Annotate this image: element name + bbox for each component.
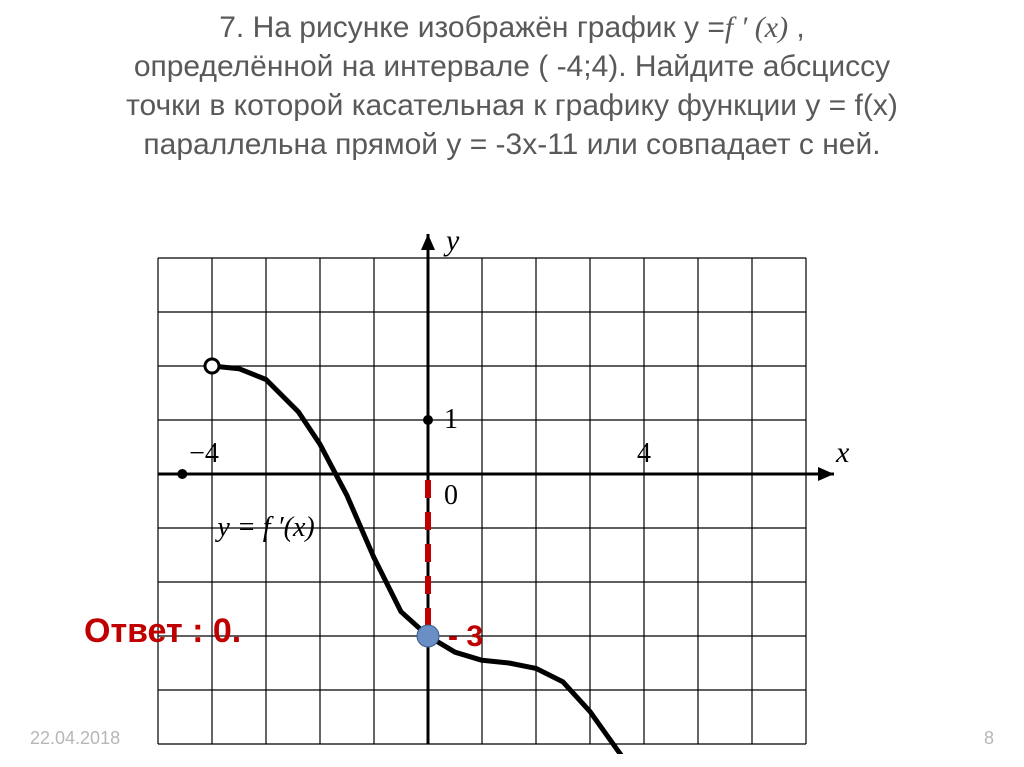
title-line3: точки в которой касательная к графику фу… [126,89,898,122]
svg-text:−4: −4 [189,438,219,469]
svg-text:1: 1 [444,404,458,435]
derivative-chart: y x −4 4 1 0 y = f ′(x) - 3 [148,218,876,754]
title-line1-post: , [788,11,805,44]
svg-text:y = f ′(x): y = f ′(x) [214,512,314,543]
svg-text:- 3: - 3 [448,620,483,653]
svg-text:y: y [443,224,460,257]
svg-text:0: 0 [444,480,458,511]
footer-date: 22.04.2018 [30,728,120,749]
svg-text:x: x [835,436,850,469]
title-line4: параллельна прямой y = -3x-11 или совпад… [143,128,880,161]
title-fprime: f ′ (x) [725,11,788,44]
footer-slide-number: 8 [984,728,994,749]
answer-text: Ответ : 0. [84,612,241,651]
chart-container: y x −4 4 1 0 y = f ′(x) - 3 [148,218,876,759]
title-line2: определённой на интервале ( -4;4). Найди… [134,50,890,83]
problem-title: 7. На рисунке изображён график y =f ′ (x… [0,8,1024,164]
title-line1-pre: 7. На рисунке изображён график y = [219,11,725,44]
svg-text:4: 4 [637,438,651,469]
